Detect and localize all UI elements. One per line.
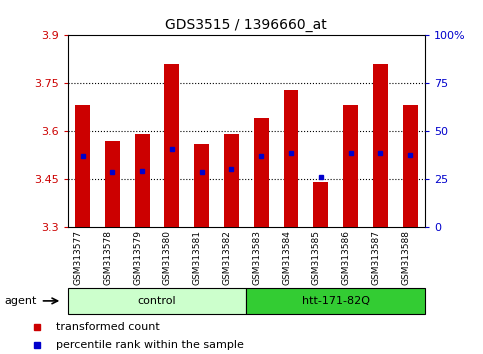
Bar [246,288,425,314]
Text: agent: agent [5,296,37,306]
Text: GSM313579: GSM313579 [133,230,142,285]
Text: GSM313587: GSM313587 [371,230,381,285]
Text: GSM313578: GSM313578 [103,230,112,285]
Bar [194,144,209,227]
Text: transformed count: transformed count [56,322,160,332]
Bar [403,105,418,227]
Bar [284,90,298,227]
Bar [68,288,246,314]
Text: GSM313581: GSM313581 [193,230,202,285]
Text: GSM313588: GSM313588 [401,230,410,285]
Text: GSM313582: GSM313582 [223,230,231,285]
Text: GSM313585: GSM313585 [312,230,321,285]
Text: GSM313577: GSM313577 [73,230,83,285]
Title: GDS3515 / 1396660_at: GDS3515 / 1396660_at [166,18,327,32]
Text: control: control [138,296,176,306]
Text: percentile rank within the sample: percentile rank within the sample [56,340,244,350]
Bar [313,182,328,227]
Bar [164,64,179,227]
Bar [254,118,269,227]
Bar [373,64,388,227]
Text: GSM313584: GSM313584 [282,230,291,285]
Bar [224,134,239,227]
Bar [105,141,120,227]
Text: GSM313583: GSM313583 [252,230,261,285]
Bar [343,105,358,227]
Bar [135,134,150,227]
Text: htt-171-82Q: htt-171-82Q [302,296,369,306]
Text: GSM313580: GSM313580 [163,230,172,285]
Bar [75,105,90,227]
Text: GSM313586: GSM313586 [341,230,351,285]
